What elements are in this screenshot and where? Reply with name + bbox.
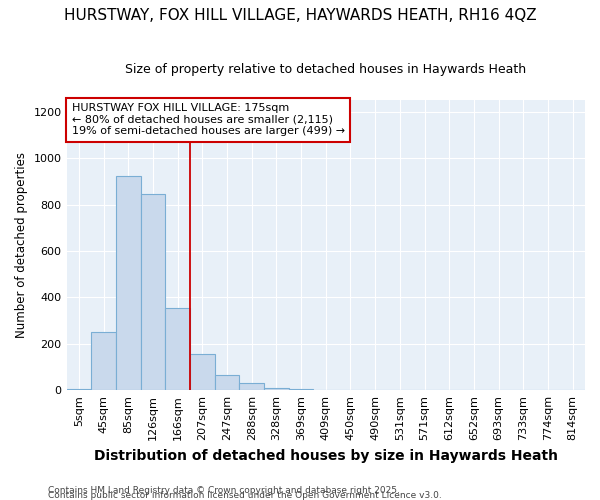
Bar [91,332,116,390]
Bar [116,176,140,390]
Bar [264,388,289,390]
Text: Contains HM Land Registry data © Crown copyright and database right 2025.: Contains HM Land Registry data © Crown c… [48,486,400,495]
Bar [289,389,313,390]
Bar [190,354,215,390]
X-axis label: Distribution of detached houses by size in Haywards Heath: Distribution of detached houses by size … [94,448,558,462]
Bar [215,375,239,390]
Bar [165,308,190,390]
Text: HURSTWAY FOX HILL VILLAGE: 175sqm
← 80% of detached houses are smaller (2,115)
1: HURSTWAY FOX HILL VILLAGE: 175sqm ← 80% … [72,103,345,136]
Bar [67,389,91,390]
Text: Contains public sector information licensed under the Open Government Licence v3: Contains public sector information licen… [48,491,442,500]
Bar [239,383,264,390]
Bar [140,194,165,390]
Title: Size of property relative to detached houses in Haywards Heath: Size of property relative to detached ho… [125,62,526,76]
Text: HURSTWAY, FOX HILL VILLAGE, HAYWARDS HEATH, RH16 4QZ: HURSTWAY, FOX HILL VILLAGE, HAYWARDS HEA… [64,8,536,22]
Y-axis label: Number of detached properties: Number of detached properties [15,152,28,338]
